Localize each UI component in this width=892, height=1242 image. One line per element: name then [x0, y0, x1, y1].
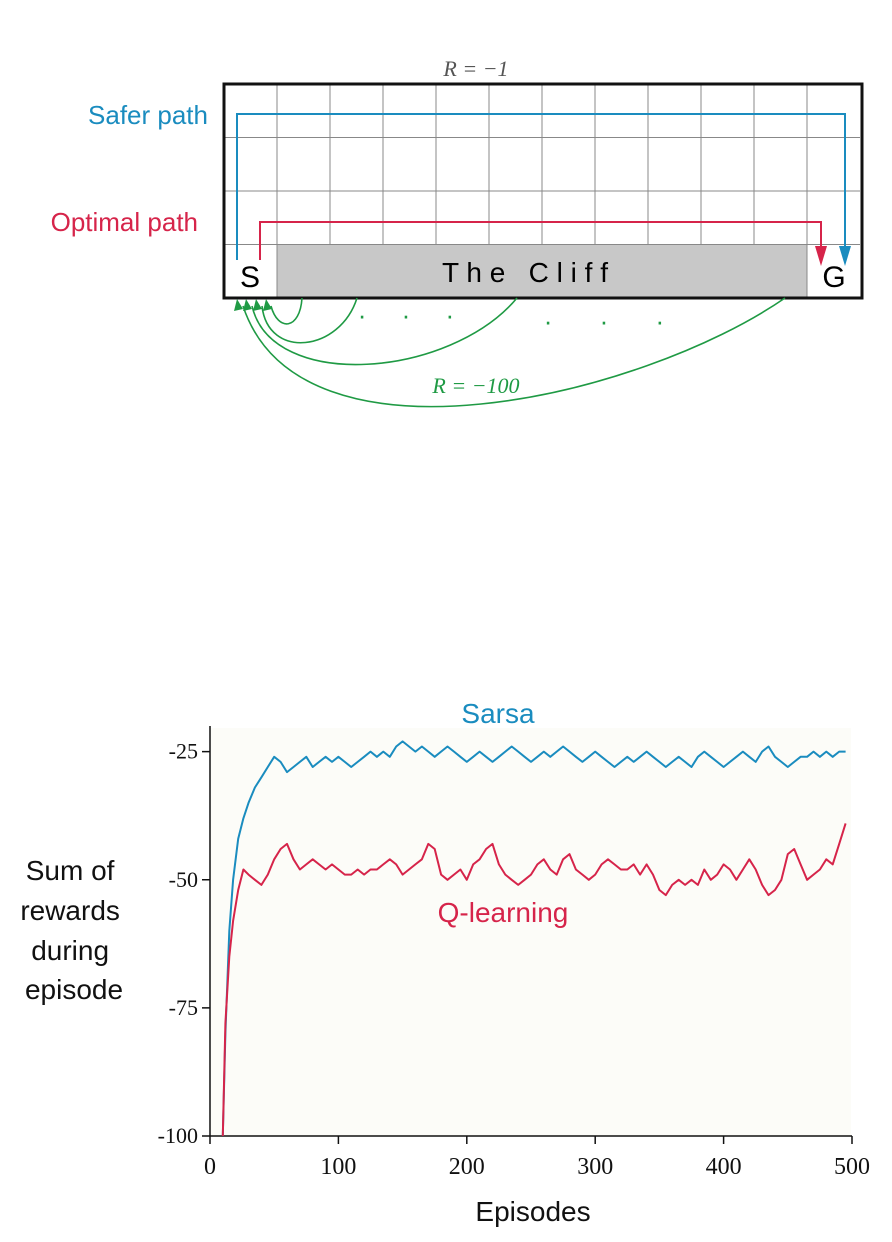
y-axis-label-line-3: during — [31, 935, 109, 966]
optimal-path-line — [259, 221, 822, 260]
y-axis-label-line-4: episode — [25, 974, 123, 1005]
optimal-path-arrowhead — [815, 246, 827, 266]
start-cell-label: S — [240, 261, 260, 294]
goal-cell-label: G — [822, 261, 845, 294]
series-label-q-learning: Q-learning — [438, 897, 569, 928]
series-layer — [221, 740, 847, 1137]
fall-arc-2 — [261, 297, 358, 344]
x-tick-label: 400 — [706, 1154, 742, 1180]
grid-border — [222, 82, 864, 300]
fall-dots-right: · · · — [544, 306, 684, 336]
fall-arc-1 — [270, 297, 303, 325]
cliff-fall-arcs — [242, 297, 786, 408]
grid-lines — [224, 84, 860, 298]
learning-curve-chart: -25 -50 -75 -100 0 100 200 300 400 500 Sarsa Q-l… — [20, 698, 870, 1227]
optimal-path-label: Optimal path — [51, 207, 198, 237]
safer-path-line — [236, 113, 846, 260]
y-tick-label: -50 — [169, 867, 198, 892]
y-ticks: -25 -50 -75 -100 — [158, 739, 210, 1148]
x-axis-label: Episodes — [475, 1196, 590, 1227]
y-axis-label: Sum of rewards during episode — [20, 855, 127, 1005]
x-tick-label: 0 — [204, 1154, 216, 1180]
fall-arrowheads — [234, 299, 272, 311]
series-line-sarsa — [221, 740, 846, 1137]
fall-arc-4 — [242, 297, 786, 408]
plot-area — [211, 728, 851, 1136]
safer-path-label: Safer path — [88, 100, 208, 130]
y-tick-label: -100 — [158, 1123, 198, 1148]
cliff-label: T h e C l i f f — [442, 257, 608, 288]
fall-reward-label: R = −100 — [431, 373, 519, 398]
y-tick-label: -75 — [169, 995, 198, 1020]
y-axis-label-line-2: rewards — [20, 895, 120, 926]
x-tick-label: 300 — [577, 1154, 613, 1180]
y-tick-label: -25 — [169, 739, 198, 764]
y-axis-label-line-1: Sum of — [26, 855, 115, 886]
x-tick-label: 200 — [449, 1154, 485, 1180]
fall-arc-3 — [251, 297, 518, 366]
fall-arrowhead-4 — [263, 299, 272, 311]
top-reward-label: R = −1 — [442, 56, 508, 81]
fall-arrowhead-2 — [243, 299, 252, 311]
fall-dots-left: · · · — [358, 300, 468, 330]
x-ticks: 0 100 200 300 400 500 — [204, 1136, 870, 1180]
fall-arrowhead-3 — [253, 299, 262, 311]
series-label-sarsa: Sarsa — [461, 698, 535, 729]
x-tick-label: 500 — [834, 1154, 870, 1180]
x-tick-label: 100 — [320, 1154, 356, 1180]
safer-path-arrowhead — [839, 246, 851, 266]
series-line-q-learning — [221, 823, 847, 1137]
fall-arrowhead-1 — [234, 299, 243, 311]
gridworld-panel: R = −1 S G T h e C l i f f Safer path Op… — [51, 56, 864, 408]
cliff-region — [277, 244, 807, 298]
